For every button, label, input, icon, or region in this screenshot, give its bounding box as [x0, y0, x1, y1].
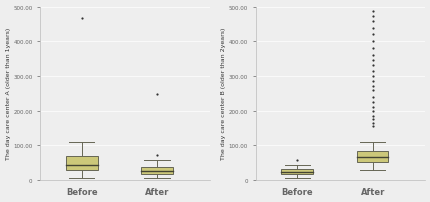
Bar: [356, 152, 387, 162]
Bar: [141, 167, 172, 174]
Y-axis label: The day care center A (older than 1years): The day care center A (older than 1years…: [6, 28, 10, 160]
Y-axis label: The day care center B (older than 2years): The day care center B (older than 2years…: [221, 28, 225, 160]
Bar: [66, 157, 97, 170]
Bar: [281, 169, 312, 174]
